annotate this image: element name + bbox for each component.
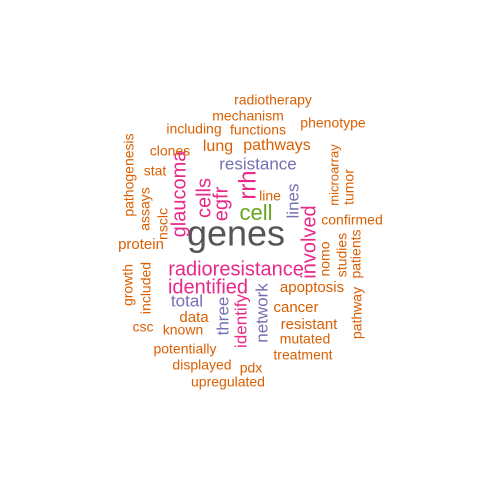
word-cell: cell: [239, 200, 272, 225]
word-csc: csc: [133, 319, 154, 335]
word-pdx: pdx: [240, 360, 263, 376]
word-radioresistance: radioresistance: [168, 258, 304, 280]
word-lung: lung: [203, 138, 233, 155]
word-treatment: treatment: [273, 347, 332, 363]
word-nomo: nomo: [317, 241, 333, 276]
word-pathway: pathway: [349, 287, 365, 339]
word-phenotype: phenotype: [300, 115, 366, 131]
word-potentially: potentially: [153, 341, 216, 357]
word-cells: cells: [193, 178, 215, 218]
word-apoptosis: apoptosis: [280, 279, 344, 296]
word-confirmed: confirmed: [321, 212, 382, 228]
word-included: included: [138, 262, 154, 314]
word-including: including: [166, 121, 221, 137]
word-known: known: [163, 322, 203, 338]
word-patients: patients: [348, 229, 364, 278]
word-growth: growth: [120, 264, 136, 306]
word-data: data: [179, 309, 209, 326]
word-genes: genes: [187, 213, 285, 254]
word-resistance: resistance: [219, 154, 296, 173]
word-cancer: cancer: [273, 299, 318, 316]
word-functions: functions: [230, 122, 286, 138]
word-involved: involved: [298, 205, 320, 278]
word-displayed: displayed: [172, 357, 231, 373]
word-glaucoma: glaucoma: [168, 150, 190, 238]
word-identify: identify: [231, 294, 250, 348]
word-mechanism: mechanism: [212, 108, 284, 124]
word-line: line: [259, 188, 281, 204]
word-total: total: [171, 291, 203, 310]
word-rrh: rrh: [234, 170, 261, 199]
word-protein: protein: [118, 236, 164, 253]
word-identified: identified: [168, 276, 248, 298]
word-pathogenesis: pathogenesis: [121, 133, 137, 216]
word-lines: lines: [283, 184, 302, 219]
word-egfr: egfr: [210, 186, 232, 221]
word-mutated: mutated: [280, 331, 331, 347]
word-tumor: tumor: [341, 169, 357, 205]
word-nsclc: nsclc: [155, 208, 171, 240]
word-microarray: microarray: [326, 144, 341, 206]
word-network: network: [252, 283, 271, 343]
word-clones: clones: [150, 143, 190, 159]
word-assays: assays: [137, 187, 153, 231]
word-pathways: pathways: [243, 137, 311, 154]
word-upregulated: upregulated: [191, 374, 265, 390]
word-resistant: resistant: [281, 316, 339, 333]
word-studies: studies: [334, 233, 350, 277]
word-three: three: [213, 297, 232, 336]
word-radiotherapy: radiotherapy: [234, 92, 312, 108]
word-stat: stat: [144, 163, 167, 179]
